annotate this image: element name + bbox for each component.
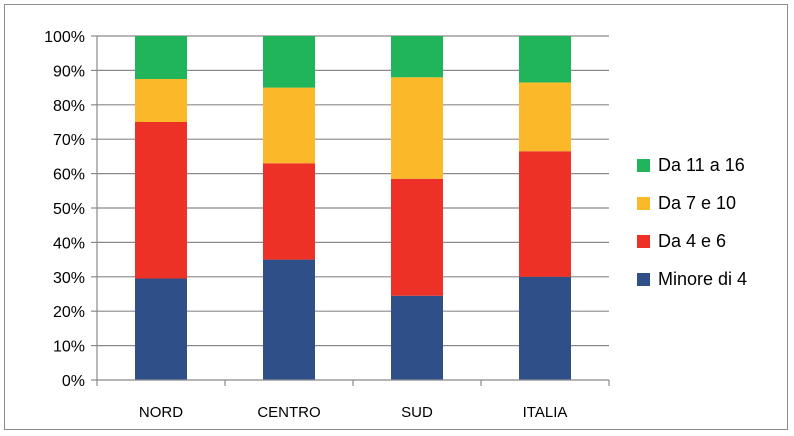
y-tick-label: 50%: [53, 201, 85, 218]
axes: [91, 35, 610, 386]
bar-segment: [263, 163, 315, 260]
legend-label: Da 11 a 16: [658, 155, 745, 175]
y-tick-label: 20%: [53, 304, 85, 321]
bar-segment: [391, 36, 443, 78]
y-tick-label: 80%: [53, 98, 85, 115]
bar-segment: [135, 79, 187, 122]
legend-label: Da 4 e 6: [658, 231, 726, 251]
legend-label: Minore di 4: [658, 269, 747, 289]
bar-segment: [263, 259, 315, 380]
bar-segment: [135, 122, 187, 279]
y-tick-label: 30%: [53, 270, 85, 287]
bars: [135, 36, 571, 380]
bar-segment: [391, 178, 443, 296]
legend: Da 11 a 16 Da 7 e 10 Da 4 e 6 Minore di 4: [637, 155, 747, 289]
bar-segment: [519, 276, 571, 380]
bar-segment: [391, 77, 443, 179]
legend-swatch: [637, 197, 650, 210]
bar-segment: [135, 278, 187, 380]
legend-swatch: [637, 235, 650, 248]
bar-segment: [519, 82, 571, 152]
legend-swatch: [637, 273, 650, 286]
tick-labels: 0% 10% 20% 30% 40% 50% 60% 70% 80% 90% 100% NORD CEN…: [44, 29, 567, 421]
legend-label: Da 7 e 10: [658, 193, 736, 213]
y-tick-label: 10%: [53, 339, 85, 356]
x-tick-label: SUD: [401, 404, 433, 421]
y-tick-label: 100%: [44, 29, 85, 46]
bar-segment: [519, 151, 571, 277]
bar-segment: [391, 295, 443, 380]
y-tick-label: 90%: [53, 63, 85, 80]
bar-segment: [519, 36, 571, 83]
x-tick-label: NORD: [139, 404, 183, 421]
y-tick-label: 40%: [53, 235, 85, 252]
x-tick-label: CENTRO: [257, 404, 320, 421]
y-tick-label: 0%: [62, 373, 85, 390]
y-tick-label: 70%: [53, 132, 85, 149]
bar-segment: [263, 36, 315, 88]
legend-swatch: [637, 159, 650, 172]
bar-segment: [263, 87, 315, 164]
bar-segment: [135, 36, 187, 79]
y-tick-label: 60%: [53, 167, 85, 184]
x-tick-label: ITALIA: [523, 404, 568, 421]
